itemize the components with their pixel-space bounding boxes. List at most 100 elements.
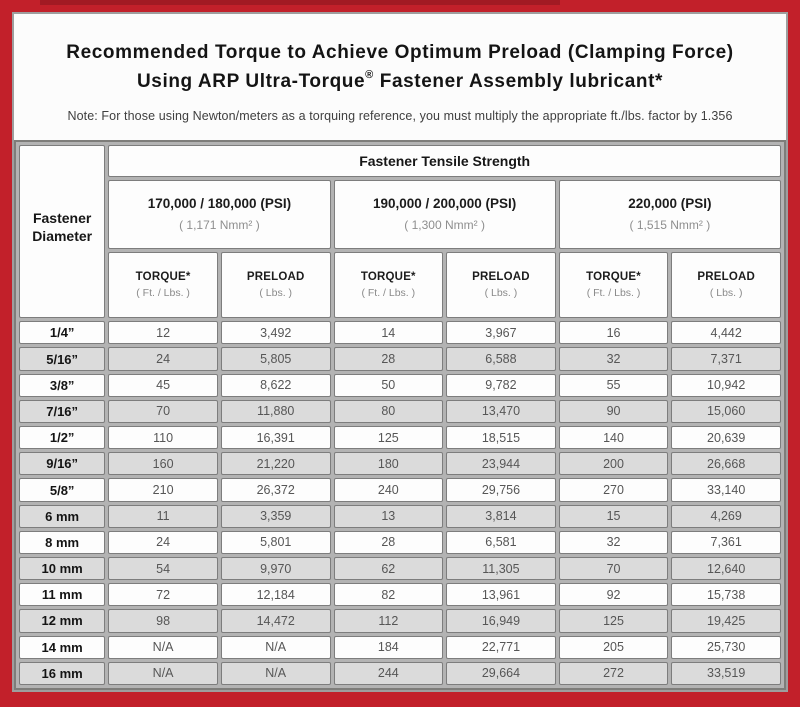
value-cell: 12 (108, 321, 218, 345)
torque-column-header: TORQUE* ( Ft. / Lbs. ) (558, 251, 669, 319)
value-cell: 12,640 (671, 556, 781, 581)
table-row: 8 mm 24 5,801 28 6,581 32 7,361 (19, 530, 781, 554)
value-cell: 25,730 (671, 635, 781, 659)
fastener-diameter-header: Fastener Diameter (19, 145, 106, 319)
diameter-cell: 9/16” (19, 452, 106, 476)
table-row: 12 mm 98 14,472 112 16,949 125 19,425 (19, 609, 781, 633)
value-cell: 70 (108, 399, 218, 424)
value-cell: 110 (108, 426, 218, 450)
torque-label: TORQUE* (586, 271, 641, 284)
value-cell: 10,942 (671, 373, 781, 397)
diameter-cell: 5/8” (19, 478, 106, 502)
nmm-label: ( 1,515 Nmm² ) (629, 218, 711, 233)
diameter-cell: 6 mm (19, 504, 106, 528)
value-cell: 9,970 (220, 556, 331, 581)
value-cell: 82 (333, 583, 444, 607)
value-cell: 205 (558, 635, 669, 659)
value-cell: N/A (108, 635, 218, 659)
value-cell: 6,588 (446, 347, 556, 371)
torque-label: TORQUE* (360, 271, 416, 284)
preload-column-header: PRELOAD ( Lbs. ) (220, 251, 331, 319)
nmm-label: ( 1,171 Nmm² ) (179, 218, 260, 233)
value-cell: 13 (333, 504, 444, 528)
preload-label: PRELOAD (246, 271, 305, 284)
psi-group-1: 170,000 / 180,000 (PSI) ( 1,171 Nmm² ) (108, 179, 331, 249)
value-cell: 4,442 (671, 321, 781, 345)
value-cell: 12,184 (220, 583, 331, 607)
value-cell: 21,220 (220, 452, 331, 476)
value-cell: 3,967 (446, 321, 556, 345)
table-row: 5/8” 210 26,372 240 29,756 270 33,140 (19, 478, 781, 502)
diameter-cell: 3/8” (19, 373, 106, 397)
value-cell: 112 (333, 609, 444, 633)
table-row: 1/4” 12 3,492 14 3,967 16 4,442 (19, 321, 781, 345)
nmm-label: ( 1,300 Nmm² ) (404, 218, 485, 233)
table-row: 6 mm 11 3,359 13 3,814 15 4,269 (19, 504, 781, 528)
value-cell: 24 (108, 530, 218, 554)
value-cell: 54 (108, 556, 218, 581)
torque-unit: ( Ft. / Lbs. ) (136, 287, 190, 300)
title-line-1: Recommended Torque to Achieve Optimum Pr… (66, 42, 734, 63)
value-cell: 240 (333, 478, 444, 502)
value-cell: 72 (108, 583, 218, 607)
content-panel: Recommended Torque to Achieve Optimum Pr… (12, 12, 788, 692)
psi-group-2: 190,000 / 200,000 (PSI) ( 1,300 Nmm² ) (333, 179, 556, 249)
value-cell: 16,949 (446, 609, 556, 633)
value-cell: 22,771 (446, 635, 556, 659)
torque-column-header: TORQUE* ( Ft. / Lbs. ) (333, 251, 444, 319)
diameter-cell: 16 mm (19, 661, 106, 685)
value-cell: 15 (558, 504, 669, 528)
value-cell: 90 (558, 399, 669, 424)
value-cell: N/A (108, 661, 218, 685)
value-cell: 15,060 (671, 399, 781, 424)
value-cell: 62 (333, 556, 444, 581)
value-cell: 3,359 (220, 504, 331, 528)
header-row-tensile: Fastener Diameter Fastener Tensile Stren… (19, 145, 781, 319)
value-cell: 55 (558, 373, 669, 397)
value-cell: N/A (220, 635, 331, 659)
torque-table: Fastener Diameter Fastener Tensile Stren… (14, 140, 786, 690)
value-cell: 26,668 (671, 452, 781, 476)
torque-unit: ( Ft. / Lbs. ) (361, 287, 416, 300)
value-cell: 16 (558, 321, 669, 345)
table-row: 9/16” 160 21,220 180 23,944 200 26,668 (19, 452, 781, 476)
header-row-psi: 170,000 / 180,000 (PSI) ( 1,171 Nmm² ) 1… (19, 179, 781, 249)
value-cell: N/A (220, 661, 331, 685)
value-cell: 7,371 (671, 347, 781, 371)
psi-label: 220,000 (PSI) (628, 196, 712, 212)
value-cell: 184 (333, 635, 444, 659)
psi-label: 170,000 / 180,000 (PSI) (147, 196, 292, 212)
diameter-cell: 1/2” (19, 426, 106, 450)
preload-unit: ( Lbs. ) (709, 287, 743, 300)
value-cell: 6,581 (446, 530, 556, 554)
value-cell: 18,515 (446, 426, 556, 450)
value-cell: 4,269 (671, 504, 781, 528)
value-cell: 5,805 (220, 347, 331, 371)
diameter-cell: 8 mm (19, 530, 106, 554)
value-cell: 28 (333, 347, 444, 371)
value-cell: 28 (333, 530, 444, 554)
value-cell: 24 (108, 347, 218, 371)
preload-unit: ( Lbs. ) (484, 287, 518, 300)
psi-group-3: 220,000 (PSI) ( 1,515 Nmm² ) (558, 179, 781, 249)
value-cell: 180 (333, 452, 444, 476)
table-header: Fastener Diameter Fastener Tensile Stren… (19, 145, 781, 319)
table-row: 14 mm N/A N/A 184 22,771 205 25,730 (19, 635, 781, 659)
diameter-cell: 10 mm (19, 556, 106, 581)
value-cell: 32 (558, 347, 669, 371)
value-cell: 140 (558, 426, 669, 450)
table-row: 16 mm N/A N/A 244 29,664 272 33,519 (19, 661, 781, 685)
value-cell: 19,425 (671, 609, 781, 633)
value-cell: 244 (333, 661, 444, 685)
value-cell: 14 (333, 321, 444, 345)
value-cell: 272 (558, 661, 669, 685)
preload-column-header: PRELOAD ( Lbs. ) (671, 251, 781, 319)
table-row: 7/16” 70 11,880 80 13,470 90 15,060 (19, 399, 781, 424)
value-cell: 33,140 (671, 478, 781, 502)
table-row: 11 mm 72 12,184 82 13,961 92 15,738 (19, 583, 781, 607)
value-cell: 13,470 (446, 399, 556, 424)
preload-column-header: PRELOAD ( Lbs. ) (446, 251, 556, 319)
value-cell: 98 (108, 609, 218, 633)
value-cell: 80 (333, 399, 444, 424)
registered-trademark-symbol: ® (365, 69, 374, 82)
